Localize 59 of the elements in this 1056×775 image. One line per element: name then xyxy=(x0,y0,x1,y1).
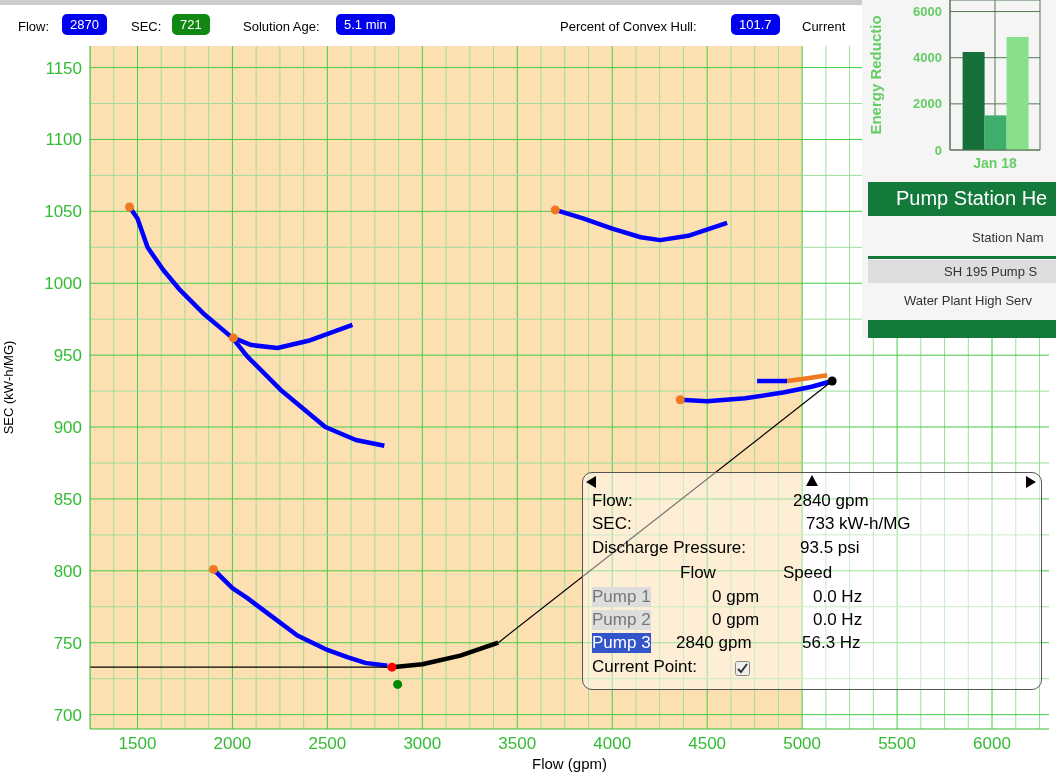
y-tick-label: 6000 xyxy=(913,4,942,20)
y-tick-label: 900 xyxy=(53,418,82,438)
y-axis-title: Energy Reductio xyxy=(867,15,885,135)
annotation: Water Plant High Serv xyxy=(904,293,1033,308)
annotation: 2840 gpm xyxy=(676,633,752,653)
text: 5.1 min xyxy=(336,14,395,35)
annotation: 0 gpm xyxy=(712,587,760,607)
annotation: SH 195 Pump S xyxy=(944,264,1038,279)
text: SEC: xyxy=(131,19,162,34)
y-axis-title: SEC (kW-h/MG) xyxy=(0,340,16,435)
y-tick-label: 4000 xyxy=(913,50,942,66)
annotation: SEC: xyxy=(592,514,632,534)
annotation: 2840 gpm xyxy=(793,491,869,511)
y-tick-label: 1150 xyxy=(45,58,82,78)
text: 721 xyxy=(172,14,210,35)
y-tick-label: 750 xyxy=(53,633,82,653)
annotation: Discharge Pressure: xyxy=(592,538,747,558)
annotation: Flow xyxy=(680,563,716,583)
annotation: Pump 2 xyxy=(592,610,651,630)
x-tick-label: 5500 xyxy=(878,734,916,754)
text: Flow: xyxy=(18,19,50,34)
x-tick-label: 1500 xyxy=(118,734,157,754)
x-tick-label: 5000 xyxy=(783,734,822,754)
x-tick-label: 2500 xyxy=(308,734,347,754)
y-tick-label: 0 xyxy=(934,142,942,158)
x-tick-label: 4000 xyxy=(593,734,632,754)
x-tick-label: 2000 xyxy=(213,734,252,754)
text: Solution Age: xyxy=(243,19,320,34)
annotation: 56.3 Hz xyxy=(802,633,861,653)
annotation: 93.5 psi xyxy=(800,538,860,558)
x-tick-label: 4500 xyxy=(688,734,727,754)
text: Current xyxy=(802,19,846,34)
y-tick-label: 2000 xyxy=(913,96,942,112)
y-tick-label: 1100 xyxy=(45,130,82,150)
x-tick-label: Jan 18 xyxy=(973,154,1017,171)
text: Pump Station He xyxy=(896,187,1048,210)
annotation: 0.0 Hz xyxy=(813,587,863,607)
text: Percent of Convex Hull: xyxy=(560,19,697,34)
annotation: Current Point: xyxy=(592,657,697,677)
x-tick-label: 6000 xyxy=(973,734,1011,754)
y-tick-label: 1050 xyxy=(44,202,82,222)
annotation: 0.0 Hz xyxy=(813,610,863,630)
y-tick-label: 850 xyxy=(53,489,82,509)
y-tick-label: 950 xyxy=(53,346,82,366)
text: 2870 xyxy=(62,14,107,35)
annotation: Flow: xyxy=(592,491,633,511)
annotation: Station Nam xyxy=(972,230,1044,245)
x-axis-title: Flow (gpm) xyxy=(531,755,608,772)
annotation: 733 kW-h/MG xyxy=(806,514,911,534)
x-tick-label: 3500 xyxy=(498,734,537,754)
annotation: Pump 1 xyxy=(592,587,651,607)
x-tick-label: 3000 xyxy=(403,734,442,754)
annotation: Speed xyxy=(783,563,833,583)
text: 101.7 xyxy=(731,14,780,35)
annotation: 0 gpm xyxy=(712,610,760,630)
y-tick-label: 1000 xyxy=(44,274,82,294)
annotation: Pump 3 xyxy=(592,633,651,653)
y-tick-label: 800 xyxy=(53,561,82,581)
y-tick-label: 700 xyxy=(53,705,82,725)
